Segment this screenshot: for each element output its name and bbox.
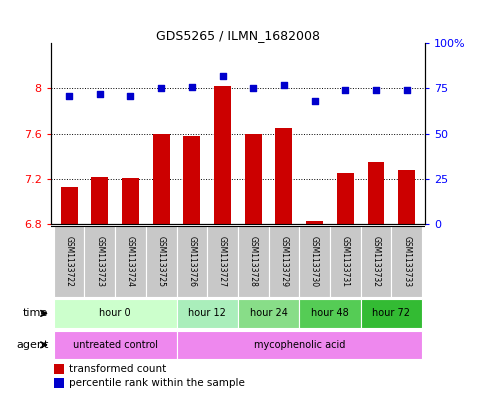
Bar bbox=[153, 134, 170, 224]
Point bbox=[219, 73, 227, 79]
Text: untreated control: untreated control bbox=[72, 340, 157, 350]
Text: mycophenolic acid: mycophenolic acid bbox=[254, 340, 345, 350]
Bar bbox=[115, 226, 146, 297]
Bar bbox=[207, 226, 238, 297]
Text: GSM1133729: GSM1133729 bbox=[279, 236, 288, 287]
Bar bbox=[275, 128, 292, 224]
Text: GSM1133732: GSM1133732 bbox=[371, 236, 381, 287]
Text: GSM1133727: GSM1133727 bbox=[218, 236, 227, 287]
Point bbox=[157, 85, 165, 92]
Point bbox=[96, 91, 104, 97]
Bar bbox=[368, 162, 384, 224]
Text: GSM1133723: GSM1133723 bbox=[95, 236, 104, 287]
Bar bbox=[238, 226, 269, 297]
Text: GSM1133722: GSM1133722 bbox=[65, 236, 73, 287]
Bar bbox=[184, 136, 200, 224]
Bar bbox=[306, 220, 323, 224]
Text: time: time bbox=[23, 309, 48, 318]
Text: hour 12: hour 12 bbox=[188, 309, 226, 318]
Bar bbox=[176, 299, 238, 328]
Bar bbox=[146, 226, 176, 297]
Bar bbox=[361, 299, 422, 328]
Bar bbox=[214, 86, 231, 224]
Point bbox=[65, 92, 73, 99]
Bar bbox=[245, 134, 262, 224]
Text: percentile rank within the sample: percentile rank within the sample bbox=[70, 378, 245, 388]
Bar bbox=[54, 331, 176, 359]
Point bbox=[403, 87, 411, 94]
Text: GSM1133726: GSM1133726 bbox=[187, 236, 197, 287]
Text: hour 24: hour 24 bbox=[250, 309, 287, 318]
Bar bbox=[299, 226, 330, 297]
Bar bbox=[391, 226, 422, 297]
Point bbox=[341, 87, 349, 94]
Text: hour 72: hour 72 bbox=[372, 309, 410, 318]
Text: GSM1133724: GSM1133724 bbox=[126, 236, 135, 287]
Text: hour 48: hour 48 bbox=[311, 309, 349, 318]
Bar bbox=[91, 176, 108, 224]
Bar bbox=[238, 299, 299, 328]
Text: GSM1133728: GSM1133728 bbox=[249, 236, 258, 287]
Point bbox=[127, 92, 134, 99]
Text: hour 0: hour 0 bbox=[99, 309, 131, 318]
Bar bbox=[176, 331, 422, 359]
Point bbox=[188, 83, 196, 90]
Text: GSM1133730: GSM1133730 bbox=[310, 236, 319, 287]
Text: GSM1133725: GSM1133725 bbox=[156, 236, 166, 287]
Point bbox=[311, 98, 318, 104]
Bar bbox=[269, 226, 299, 297]
Bar bbox=[176, 226, 207, 297]
Bar bbox=[54, 226, 85, 297]
Text: transformed count: transformed count bbox=[70, 364, 167, 374]
Bar bbox=[61, 187, 78, 224]
Bar bbox=[398, 170, 415, 224]
Point bbox=[372, 87, 380, 94]
Text: GSM1133731: GSM1133731 bbox=[341, 236, 350, 287]
Bar bbox=[54, 299, 176, 328]
Bar bbox=[85, 226, 115, 297]
Bar bbox=[55, 364, 64, 374]
Text: agent: agent bbox=[16, 340, 48, 350]
Point bbox=[249, 85, 257, 92]
Bar bbox=[337, 173, 354, 224]
Bar bbox=[55, 378, 64, 387]
Title: GDS5265 / ILMN_1682008: GDS5265 / ILMN_1682008 bbox=[156, 29, 320, 42]
Text: GSM1133733: GSM1133733 bbox=[402, 236, 411, 287]
Bar bbox=[361, 226, 391, 297]
Bar bbox=[299, 299, 361, 328]
Bar bbox=[122, 178, 139, 224]
Point bbox=[280, 82, 288, 88]
Bar bbox=[330, 226, 361, 297]
